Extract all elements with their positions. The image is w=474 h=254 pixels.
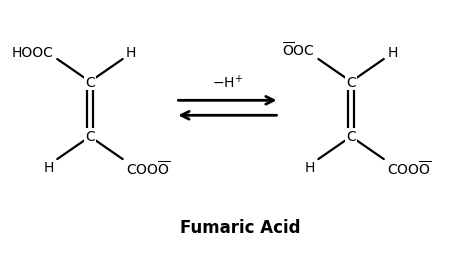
Text: C: C: [85, 75, 95, 89]
Text: COO$\mathrm{\overline{O}}$: COO$\mathrm{\overline{O}}$: [387, 160, 432, 178]
Text: H: H: [44, 160, 54, 174]
Text: $\mathrm{\overline{O}}$OC: $\mathrm{\overline{O}}$OC: [282, 41, 315, 59]
Text: $-$H$^{+}$: $-$H$^{+}$: [212, 74, 243, 91]
Text: C: C: [346, 130, 356, 144]
Text: Fumaric Acid: Fumaric Acid: [180, 218, 301, 236]
Text: C: C: [85, 130, 95, 144]
Text: C: C: [346, 75, 356, 89]
Text: H: H: [387, 45, 398, 59]
Text: H: H: [305, 160, 315, 174]
Text: H: H: [126, 45, 137, 59]
Text: HOOC: HOOC: [12, 45, 54, 59]
Text: COO$\mathrm{\overline{O}}$: COO$\mathrm{\overline{O}}$: [126, 160, 171, 178]
